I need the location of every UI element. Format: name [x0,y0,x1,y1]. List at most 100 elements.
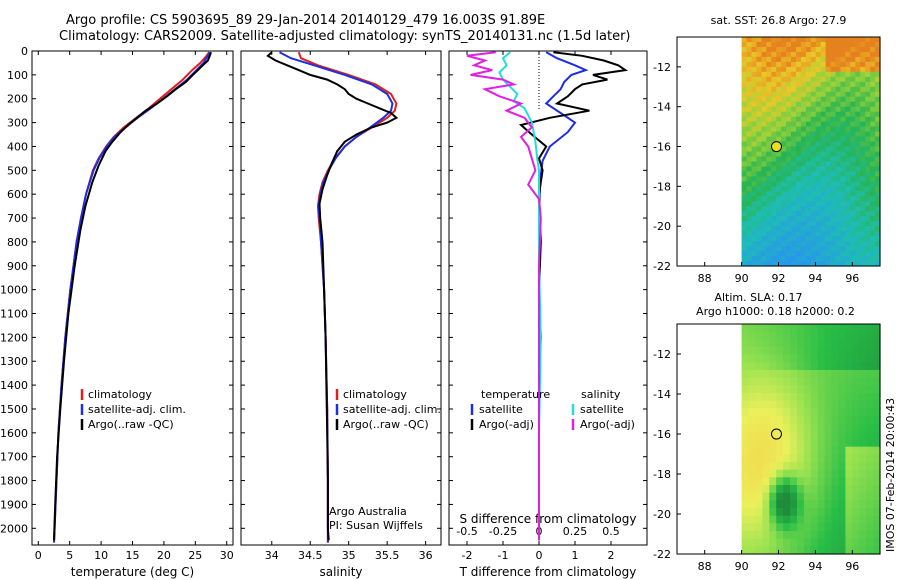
map-cell [771,151,777,158]
map-cell [860,76,866,83]
map-cell [835,221,841,227]
map-cell [831,408,840,417]
map-cell [761,206,767,212]
map-cell [797,393,805,402]
map-cell [791,146,797,153]
map-cell [824,354,833,363]
map-cell [810,76,817,83]
map-cell [766,71,772,78]
map-cell [825,236,832,242]
map-cell [835,166,841,172]
map-cell [810,236,817,242]
map-cell [800,251,807,257]
map-cell [805,156,812,163]
map-cell [741,201,748,207]
map-cell [866,546,874,555]
map-cell [815,86,822,93]
map-cell [769,431,777,440]
map-cell [766,241,772,247]
map-cell [790,500,798,509]
map-cell [845,101,851,108]
map-cell [741,241,748,247]
map-cell [783,538,791,547]
map-cell [859,370,867,379]
map-cell [873,454,881,463]
map-cell [865,196,871,202]
map-cell [845,377,853,386]
map-cell [741,191,748,197]
map-cell [796,91,802,98]
map-cell [830,261,837,267]
map-cell [741,81,748,88]
map-cell [840,76,846,83]
map-cell [755,538,763,547]
map-cell [845,231,851,237]
map-cell [825,151,832,158]
map-cell [800,226,807,232]
map-cell [797,416,805,425]
map-cell [786,186,792,192]
x-tick-label: -2 [462,549,473,562]
legend-label: satellite [580,403,624,416]
map-cell [800,146,807,153]
map-cell [762,400,770,409]
map-cell [796,246,802,252]
map-cell [761,116,767,123]
map-cell [859,531,867,540]
x-tick-label: 88 [698,560,712,573]
map-cell [859,339,867,348]
map-cell [852,531,860,540]
map-cell [748,331,756,340]
map-cell [875,91,881,98]
map-cell [796,56,802,63]
map-cell [850,81,856,88]
map-cell [870,206,876,212]
map-cell [830,176,837,182]
argo-position-marker [770,141,782,153]
map-cell [840,136,846,143]
map-cell [761,56,767,63]
map-cell [865,151,871,158]
map-cell [746,161,752,168]
map-cell [860,146,866,153]
map-cell [820,196,827,202]
map-cell [810,515,819,524]
map-cell [776,42,782,48]
map-cell [791,196,797,202]
map-cell [797,423,805,432]
map-cell [859,423,867,432]
map-cell [796,186,802,192]
map-cell [766,106,772,113]
map-cell [741,354,750,363]
map-cell [835,186,841,192]
map-cell [746,196,752,202]
map-cell [741,101,748,108]
map-cell [776,71,782,78]
map-cell [865,241,871,247]
map-cell [791,166,797,172]
map-cell [781,131,787,138]
map-cell [838,339,846,348]
map-cell [805,241,812,247]
map-cell [746,47,752,53]
map-cell [781,56,787,63]
map-cell [781,47,787,53]
map-cell [796,146,802,153]
map-cell [805,216,812,222]
map-cell [835,216,841,222]
map-cell [776,256,782,262]
map-cell [824,331,833,340]
map-cell [790,377,798,386]
map-cell [845,462,853,471]
map-cell [852,485,860,494]
map-cell [776,469,784,478]
map-cell [769,492,777,501]
map-cell [866,370,874,379]
map-cell [810,151,817,158]
map-cell [766,81,772,88]
map-cell [820,71,827,78]
map-cell [835,251,841,257]
map-cell [875,96,881,103]
map-cell [810,246,817,252]
